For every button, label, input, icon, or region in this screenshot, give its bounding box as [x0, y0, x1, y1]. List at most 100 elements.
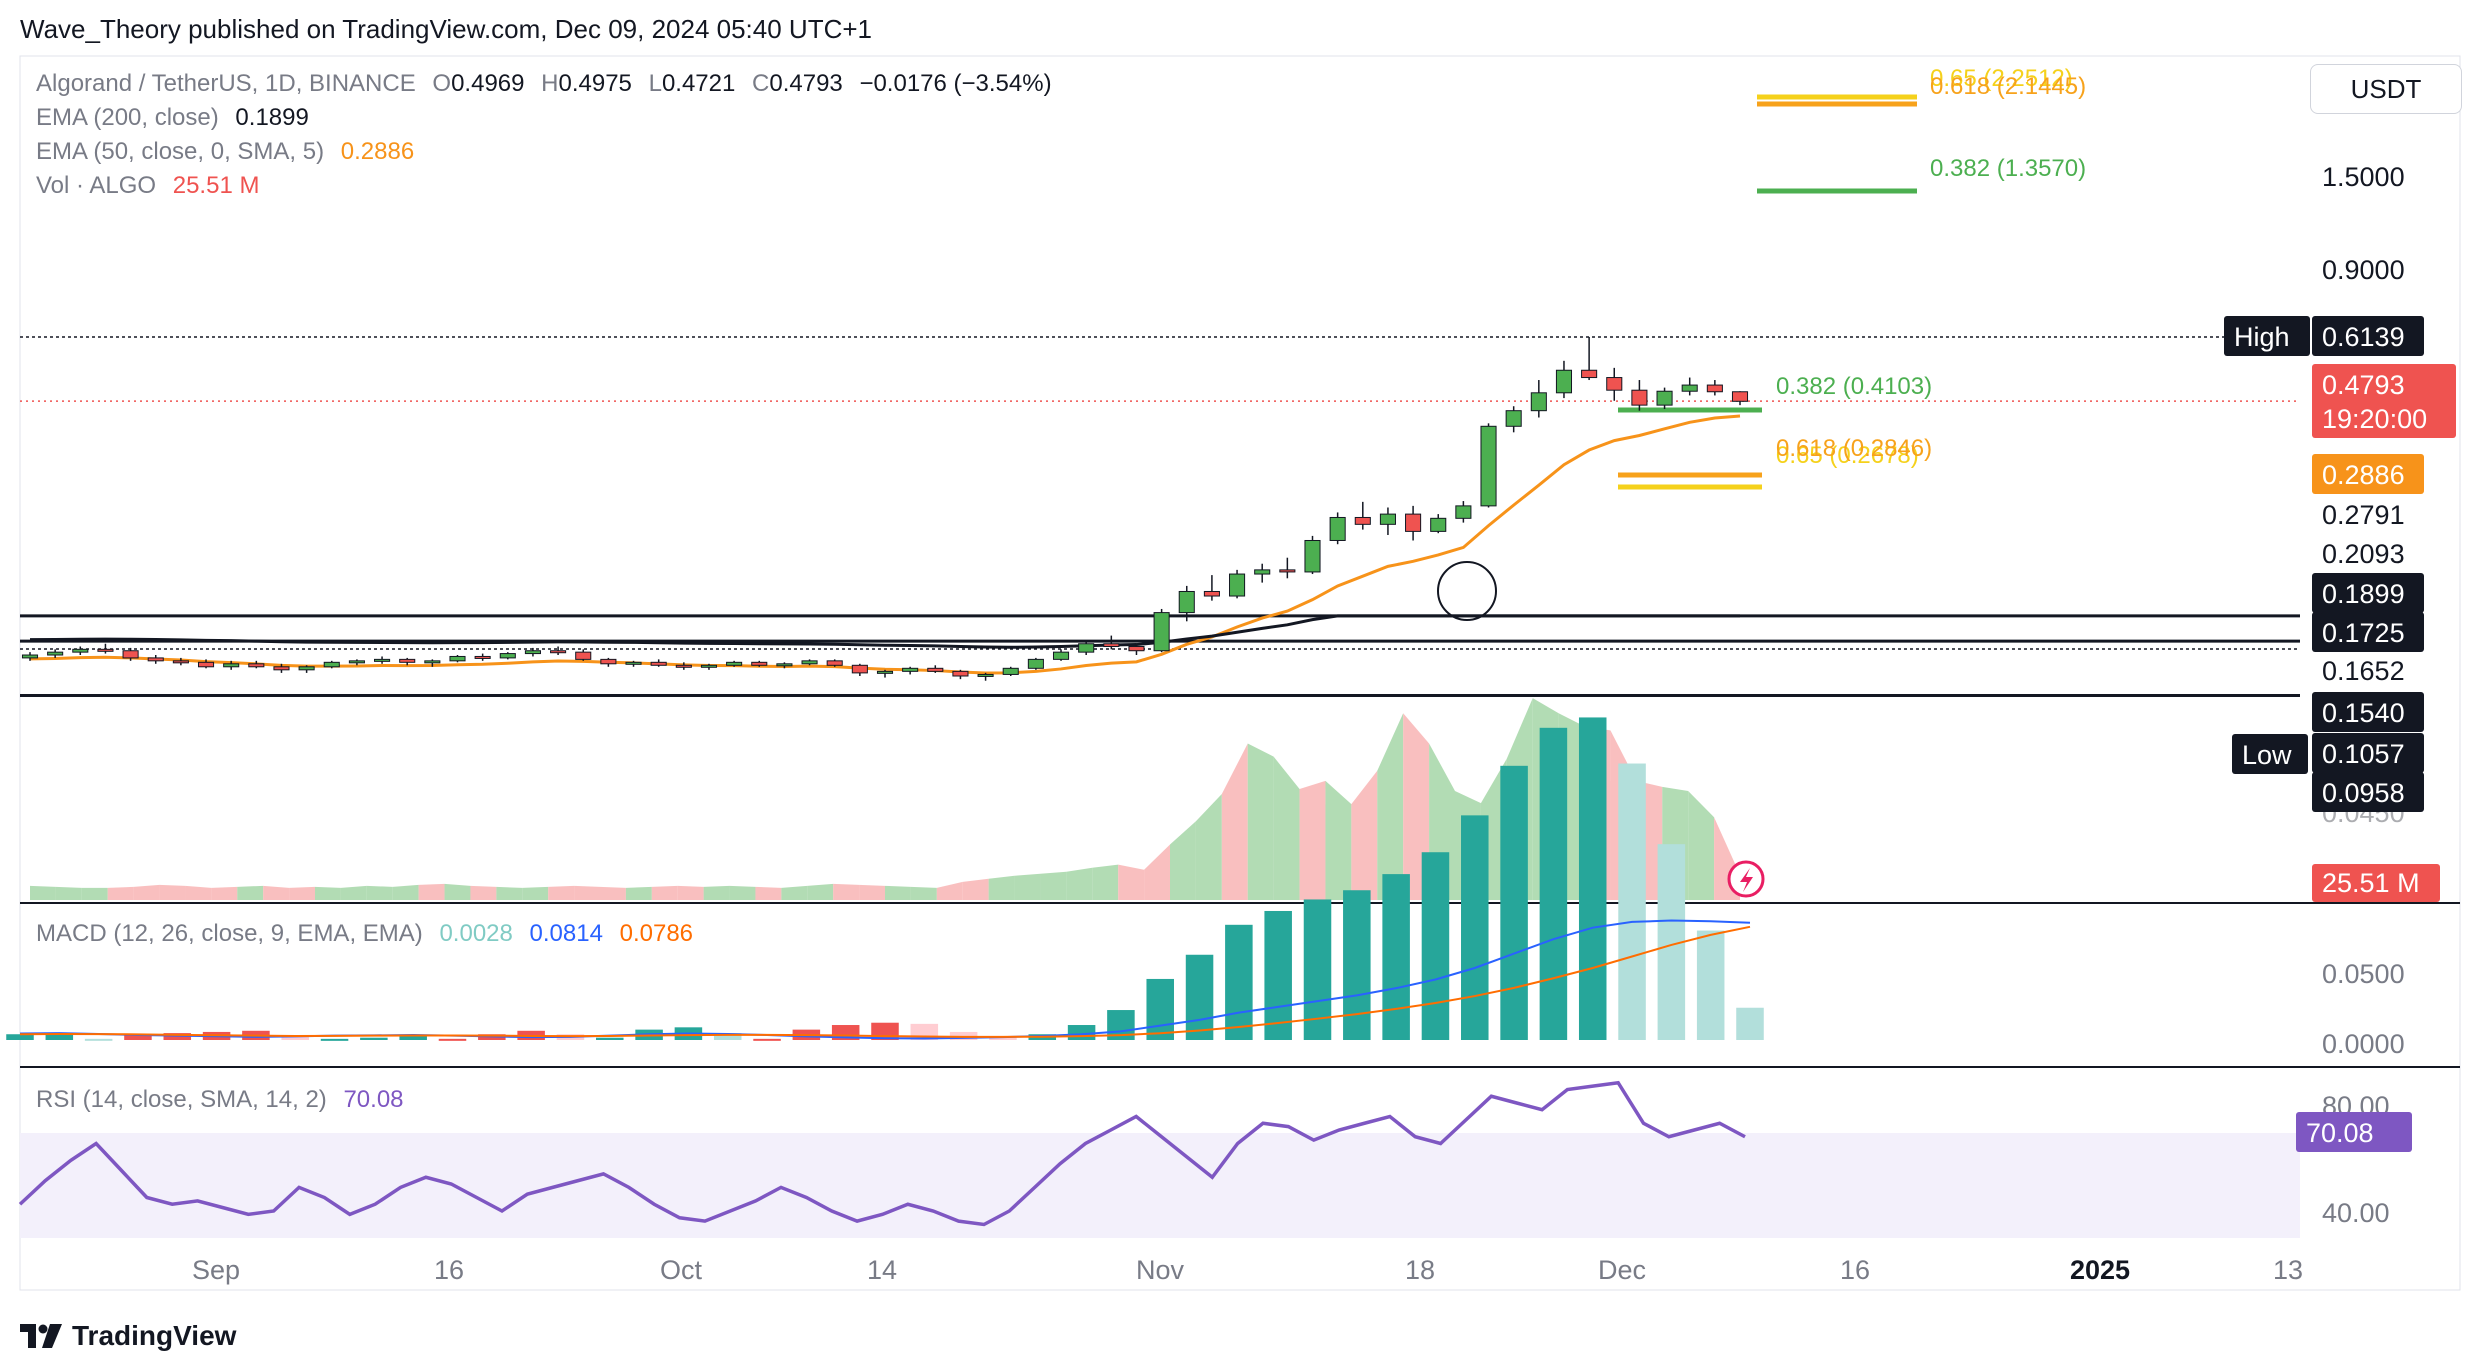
- candle-body: [374, 658, 391, 662]
- volume-segment: [392, 884, 419, 900]
- macd-hist-bar: [1343, 890, 1371, 1040]
- macd-hist-bar: [360, 1037, 388, 1040]
- chart-frame: [19, 55, 2461, 1291]
- macd-hist-bar: [1067, 1025, 1096, 1040]
- candle: [1078, 640, 1095, 656]
- time-axis-label: 16: [1840, 1255, 1870, 1285]
- ema50-label: EMA (50, close, 0, SMA, 5): [36, 138, 325, 165]
- fib-lower-label: 0.618 (0.2846): [1776, 435, 1932, 462]
- candle-body: [449, 655, 466, 662]
- candle: [1052, 649, 1070, 661]
- candle-body: [197, 661, 215, 668]
- legend-row-macd[interactable]: MACD (12, 26, close, 9, EMA, EMA) 0.0028…: [36, 920, 693, 948]
- volume-segment: [729, 885, 756, 900]
- candle-body: [1203, 590, 1220, 597]
- fib-upper-label: 0.618 (2.1445): [1930, 73, 2086, 100]
- low-label-tag-text: Low: [2242, 740, 2292, 770]
- candle-body: [147, 657, 164, 662]
- volume-segment: [1688, 790, 1715, 900]
- candle-body: [1681, 384, 1698, 392]
- volume-segment: [677, 885, 704, 900]
- candle: [675, 662, 692, 670]
- last-price-tag-text: 0.4793: [2322, 370, 2405, 400]
- rsi-value-tag: 70.08: [2296, 1112, 2412, 1152]
- volume-segment: [496, 886, 523, 900]
- volume-tag-text: 25.51 M: [2322, 868, 2420, 898]
- candle: [876, 669, 894, 678]
- volume-segment: [781, 885, 808, 900]
- volume-segment: [1377, 713, 1404, 900]
- volume-segment: [651, 885, 678, 900]
- macd-hist-bar: [1736, 1007, 1764, 1040]
- low-label-tag: Low: [2232, 734, 2308, 774]
- candle-body: [1581, 369, 1598, 379]
- volume-segment: [755, 886, 782, 900]
- candle-body: [700, 664, 718, 668]
- volume-segment: [833, 883, 860, 900]
- volume-segment: [703, 885, 730, 900]
- legend-row-ema50[interactable]: EMA (50, close, 0, SMA, 5) 0.2886: [36, 138, 414, 166]
- price-tick: 0.9000: [2322, 255, 2405, 285]
- price-axis: 1.50000.90000.27910.20930.16520.0450High…: [192, 162, 2456, 1285]
- ema50-tag: 0.2886: [2312, 454, 2424, 494]
- candle: [424, 659, 441, 667]
- candle: [625, 660, 642, 667]
- candle: [776, 662, 793, 669]
- volume-segment: [315, 886, 341, 900]
- candle-body: [474, 655, 491, 659]
- candle: [600, 657, 617, 667]
- fib-lower-label: 0.65 (0.2678): [1776, 442, 1919, 469]
- ema200-label: EMA (200, close): [36, 104, 219, 131]
- price-tick: 0.2791: [2322, 500, 2405, 530]
- volume-segment: [418, 883, 445, 900]
- candle-body: [524, 650, 541, 655]
- volume-segment: [1299, 780, 1326, 900]
- open-value: 0.4969: [451, 70, 525, 97]
- macd-hist-bar: [989, 1037, 1017, 1040]
- candle-body: [776, 663, 793, 667]
- candle-body: [1279, 569, 1296, 573]
- candle-body: [399, 658, 416, 663]
- time-axis-label: Oct: [660, 1255, 703, 1285]
- candle-body: [1455, 505, 1472, 519]
- candle-body: [72, 648, 89, 653]
- volume-segment: [936, 881, 963, 900]
- symbol-title: Algorand / TetherUS, 1D, BINANCE: [36, 70, 416, 97]
- currency-button[interactable]: USDT: [2310, 64, 2462, 114]
- candle: [323, 660, 340, 669]
- candle: [977, 672, 994, 681]
- level-tag-text: 0.1899: [2322, 579, 2405, 609]
- candle-body: [1656, 390, 1673, 406]
- volume-segment: [133, 884, 160, 900]
- candle-body: [1555, 369, 1573, 394]
- volume-segment: [1092, 864, 1119, 900]
- fib-upper-label: 0.382 (1.3570): [1930, 155, 2086, 182]
- volume-label: Vol · ALGO: [36, 172, 157, 199]
- high-label-tag-text: High: [2234, 322, 2290, 352]
- candle-body: [499, 653, 516, 659]
- candle-body: [876, 670, 894, 674]
- footer-brand[interactable]: TradingView: [20, 1320, 236, 1352]
- volume-segment: [159, 884, 186, 900]
- macd-hist-bar: [1578, 717, 1607, 1040]
- time-axis-label: 13: [2273, 1255, 2303, 1285]
- high-label: H: [541, 70, 559, 97]
- volume-segment: [107, 886, 134, 900]
- candle-body: [625, 661, 642, 665]
- rsi-band: [20, 1133, 2300, 1238]
- candle: [524, 647, 541, 657]
- candle: [374, 656, 391, 664]
- legend-row-rsi[interactable]: RSI (14, close, SMA, 14, 2) 70.08: [36, 1086, 404, 1114]
- macd-hist-bar: [1461, 815, 1489, 1040]
- legend-row-volume[interactable]: Vol · ALGO 25.51 M: [36, 172, 259, 200]
- lightning-icon[interactable]: [1727, 860, 1765, 898]
- candle-body: [751, 661, 768, 666]
- legend-row-ema200[interactable]: EMA (200, close) 0.1899: [36, 104, 309, 132]
- level-tag-text: 0.0958: [2322, 778, 2405, 808]
- candle: [1178, 585, 1195, 622]
- level-tag-text: 0.1725: [2322, 618, 2405, 648]
- volume-segment: [1221, 743, 1248, 900]
- time-axis-label: Dec: [1598, 1255, 1646, 1285]
- macd-hist-bar: [124, 1035, 152, 1040]
